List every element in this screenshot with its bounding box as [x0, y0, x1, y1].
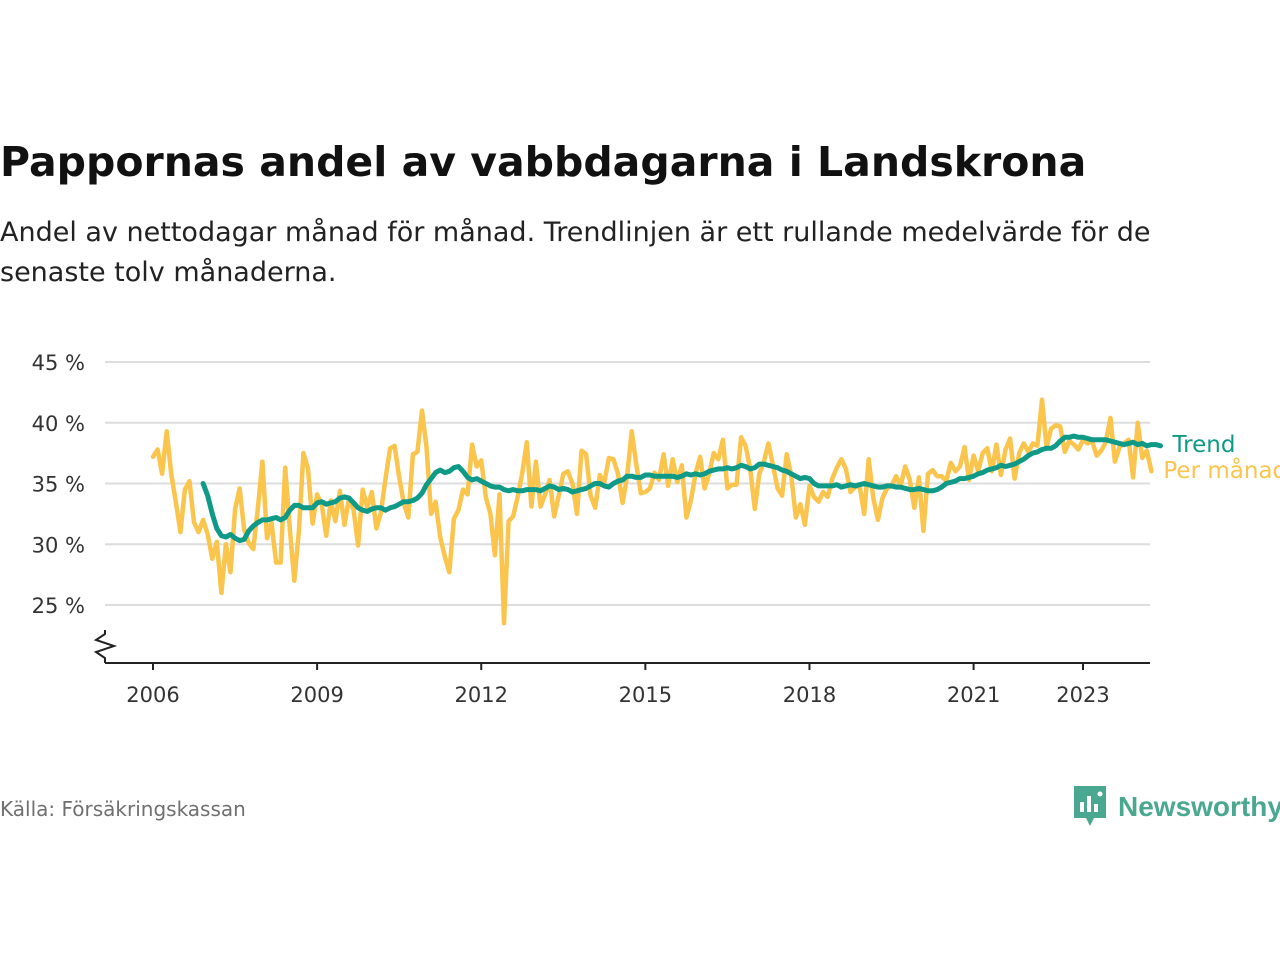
labels: 25 % 30 % 35 % 40 % 45 % 2006 2009 2012 2015 2018…	[32, 351, 1280, 707]
series	[150, 397, 1163, 626]
x-tick-label: 2015	[619, 683, 672, 707]
series-label-trend: Trend	[1172, 432, 1236, 458]
brand-name: Newsworthy	[1118, 791, 1280, 822]
axis-break-marker	[93, 630, 118, 663]
y-tick-label: 25 %	[32, 594, 85, 618]
y-tick-label: 45 %	[32, 351, 85, 375]
x-tick-label: 2009	[290, 683, 343, 707]
y-tick-label: 40 %	[32, 412, 85, 436]
chart-title: Pappornas andel av vabbdagarna i Landskr…	[0, 138, 1087, 186]
y-tick-label: 30 %	[32, 533, 85, 557]
x-tick-label: 2021	[947, 683, 1000, 707]
newsworthy-logo-icon	[1074, 786, 1106, 826]
series-line-monthly	[150, 397, 1154, 626]
series-label-monthly: Per månad	[1163, 456, 1280, 484]
source-note: Källa: Försäkringskassan	[0, 797, 246, 821]
series-line-trend	[200, 433, 1163, 544]
x-tick-label: 2006	[126, 683, 179, 707]
x-tick-label: 2023	[1056, 683, 1109, 707]
chart-subtitle: Andel av nettodagar månad för månad. Tre…	[0, 217, 1151, 288]
x-tick-label: 2012	[455, 683, 508, 707]
y-tick-label: 35 %	[32, 473, 85, 497]
x-tick-label: 2018	[783, 683, 836, 707]
brand-logo[interactable]: Newsworthy	[1072, 784, 1280, 830]
axes	[93, 630, 1150, 670]
line-chart: 25 % 30 % 35 % 40 % 45 % 2006 2009 2012 2015 2018…	[32, 351, 1280, 707]
